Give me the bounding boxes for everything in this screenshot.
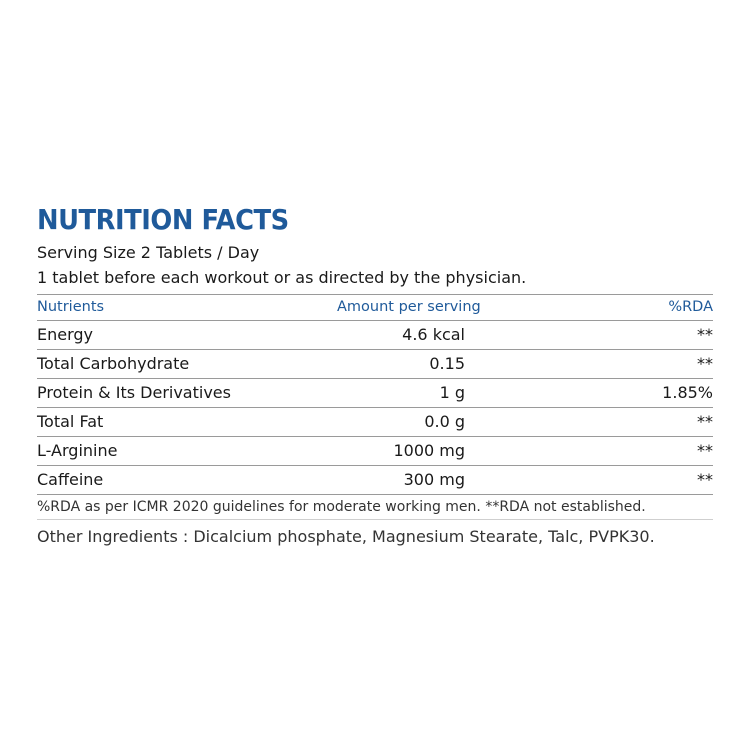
nutrient-amount: 0.15 <box>337 349 465 379</box>
header-nutrients: Nutrients <box>37 295 337 321</box>
header-amount: Amount per serving <box>337 295 481 321</box>
other-ingredients: Other Ingredients : Dicalcium phosphate,… <box>37 527 655 546</box>
nutrient-amount: 300 mg <box>337 465 465 495</box>
nutrition-facts-panel: NUTRITION FACTS Serving Size 2 Tablets /… <box>37 202 713 549</box>
table-row: Total Fat 0.0 g ** <box>37 407 713 437</box>
table-row: L-Arginine 1000 mg ** <box>37 436 713 466</box>
table-row: Total Carbohydrate 0.15 ** <box>37 349 713 379</box>
table-row: Protein & Its Derivatives 1 g 1.85% <box>37 378 713 408</box>
nutrient-amount: 0.0 g <box>337 407 465 437</box>
nutrient-rda: 1.85% <box>465 378 713 408</box>
serving-size: Serving Size 2 Tablets / Day <box>37 243 260 262</box>
nutrient-amount: 1 g <box>337 378 465 408</box>
nutrient-name: Caffeine <box>37 465 337 495</box>
directions: 1 tablet before each workout or as direc… <box>37 268 527 287</box>
footnote-divider <box>37 519 713 520</box>
nutrient-amount: 1000 mg <box>337 436 465 466</box>
nutrient-amount: 4.6 kcal <box>337 320 465 350</box>
top-divider <box>37 294 713 295</box>
nutrient-rda: ** <box>465 465 713 495</box>
nutrient-name: Protein & Its Derivatives <box>37 378 337 408</box>
nutrition-table: Nutrients Amount per serving %RDA Energy… <box>37 295 713 495</box>
table-header-row: Nutrients Amount per serving %RDA <box>37 295 713 321</box>
header-rda: %RDA <box>465 295 713 321</box>
nutrient-name: Total Fat <box>37 407 337 437</box>
page-title: NUTRITION FACTS <box>37 203 289 236</box>
table-row: Caffeine 300 mg ** <box>37 465 713 495</box>
nutrient-rda: ** <box>465 349 713 379</box>
table-row: Energy 4.6 kcal ** <box>37 320 713 350</box>
rda-footnote: %RDA as per ICMR 2020 guidelines for mod… <box>37 499 646 515</box>
nutrient-rda: ** <box>465 436 713 466</box>
nutrient-name: Total Carbohydrate <box>37 349 337 379</box>
nutrient-name: Energy <box>37 320 337 350</box>
nutrient-rda: ** <box>465 320 713 350</box>
nutrient-rda: ** <box>465 407 713 437</box>
nutrient-name: L-Arginine <box>37 436 337 466</box>
